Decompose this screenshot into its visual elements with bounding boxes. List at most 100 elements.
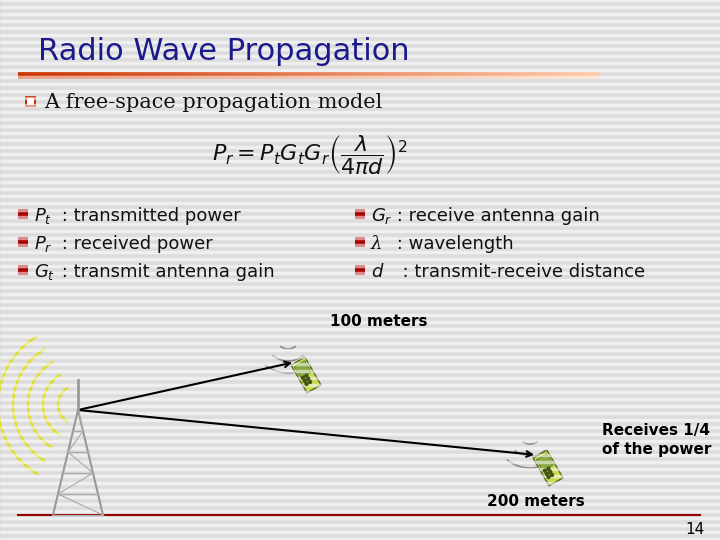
Bar xyxy=(348,72,355,79)
Bar xyxy=(418,72,425,79)
Circle shape xyxy=(547,467,550,470)
Polygon shape xyxy=(536,454,553,471)
Text: : transmitted power: : transmitted power xyxy=(56,207,240,225)
Bar xyxy=(192,72,198,79)
Bar xyxy=(30,72,36,79)
Bar xyxy=(430,72,436,79)
Bar xyxy=(76,72,82,79)
Bar xyxy=(343,72,349,79)
Bar xyxy=(447,72,454,79)
Text: $P_r$: $P_r$ xyxy=(34,234,53,254)
Bar xyxy=(355,209,365,219)
Bar xyxy=(71,72,76,79)
Bar xyxy=(494,72,500,79)
Bar xyxy=(424,72,431,79)
Bar xyxy=(267,72,274,79)
Bar xyxy=(546,72,552,79)
Bar xyxy=(534,72,541,79)
Bar xyxy=(586,72,593,79)
Bar xyxy=(145,72,152,79)
Bar xyxy=(256,72,262,79)
Bar xyxy=(569,72,575,79)
Text: 200 meters: 200 meters xyxy=(487,495,585,510)
Bar xyxy=(58,72,65,79)
Bar xyxy=(111,72,117,79)
Text: Receives 1/4
of the power: Receives 1/4 of the power xyxy=(602,423,711,457)
Bar xyxy=(360,72,366,79)
Bar xyxy=(204,72,210,79)
Bar xyxy=(325,72,332,79)
Bar xyxy=(413,72,419,79)
Bar xyxy=(168,72,175,79)
Bar xyxy=(314,72,320,79)
Bar xyxy=(528,72,535,79)
Bar xyxy=(593,72,598,79)
Bar xyxy=(366,72,372,79)
Bar xyxy=(122,72,129,79)
Text: : receive antenna gain: : receive antenna gain xyxy=(391,207,600,225)
Bar xyxy=(18,265,28,275)
Bar xyxy=(151,72,158,79)
Bar xyxy=(35,72,42,79)
Bar xyxy=(401,72,407,79)
Bar xyxy=(82,72,88,79)
Circle shape xyxy=(308,380,312,383)
Bar xyxy=(320,72,326,79)
Bar xyxy=(18,237,28,247)
Bar xyxy=(163,72,169,79)
Bar xyxy=(563,72,570,79)
Bar xyxy=(540,72,546,79)
Text: : wavelength: : wavelength xyxy=(391,235,513,253)
Bar xyxy=(488,72,494,79)
Bar xyxy=(105,72,112,79)
Text: $d$: $d$ xyxy=(371,263,384,281)
Bar xyxy=(337,72,343,79)
Bar xyxy=(383,72,390,79)
Bar xyxy=(128,72,135,79)
Bar xyxy=(27,98,34,105)
Bar xyxy=(198,72,204,79)
Polygon shape xyxy=(533,450,563,486)
Bar xyxy=(459,72,465,79)
Bar xyxy=(517,72,523,79)
Circle shape xyxy=(302,376,305,379)
Bar xyxy=(500,72,505,79)
Text: 100 meters: 100 meters xyxy=(330,314,428,329)
Bar xyxy=(580,72,587,79)
Circle shape xyxy=(551,474,554,476)
Bar xyxy=(505,72,511,79)
Bar xyxy=(279,72,285,79)
Bar xyxy=(157,72,163,79)
Bar xyxy=(24,72,30,79)
Bar xyxy=(18,209,28,219)
Bar xyxy=(134,72,140,79)
Bar xyxy=(244,72,251,79)
Circle shape xyxy=(545,472,548,475)
Bar xyxy=(523,72,529,79)
Bar xyxy=(377,72,384,79)
Bar xyxy=(552,72,558,79)
Bar xyxy=(25,96,36,107)
Bar xyxy=(297,72,302,79)
Bar xyxy=(181,72,186,79)
Text: 14: 14 xyxy=(685,523,705,537)
Bar xyxy=(99,72,106,79)
Bar xyxy=(476,72,482,79)
Bar xyxy=(557,72,564,79)
Bar xyxy=(18,72,24,79)
Circle shape xyxy=(547,475,550,478)
Bar xyxy=(53,72,59,79)
Bar xyxy=(575,72,581,79)
Bar xyxy=(395,72,401,79)
Bar xyxy=(355,237,365,247)
Text: $G_r$: $G_r$ xyxy=(371,206,393,226)
Bar xyxy=(308,72,315,79)
Polygon shape xyxy=(291,357,321,393)
Bar xyxy=(261,72,268,79)
Text: : transmit-receive distance: : transmit-receive distance xyxy=(391,263,645,281)
Bar xyxy=(64,72,71,79)
Bar xyxy=(41,72,48,79)
Text: $G_t$: $G_t$ xyxy=(34,262,55,282)
Bar xyxy=(250,72,256,79)
Bar xyxy=(285,72,291,79)
